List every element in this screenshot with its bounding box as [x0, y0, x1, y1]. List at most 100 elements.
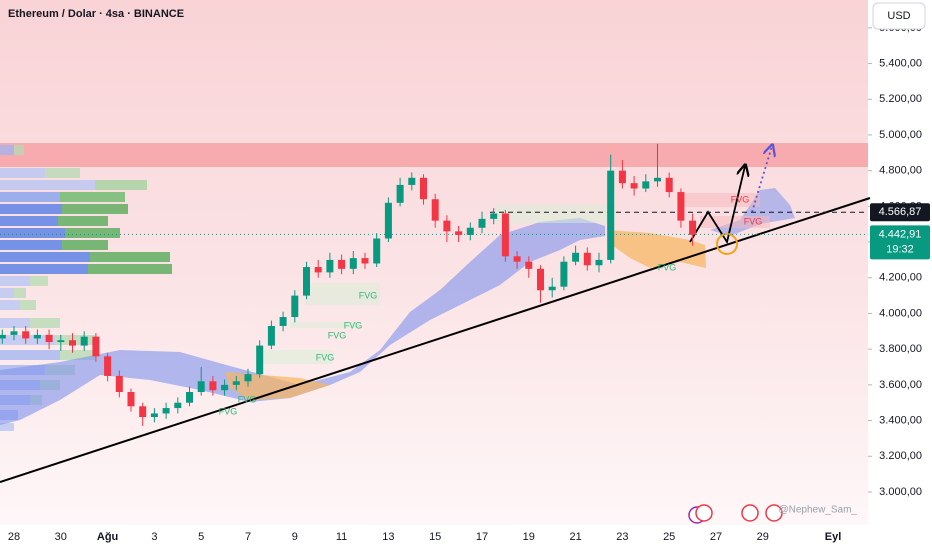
candle-body [548, 286, 556, 291]
candle-body [490, 213, 498, 219]
candle-body [560, 261, 568, 287]
annotation: FVG [744, 216, 763, 226]
time-axis-background [0, 525, 868, 550]
candle-body [642, 181, 650, 189]
candle-body [127, 392, 135, 407]
candle-body [174, 402, 182, 409]
last-price-label: 4.442,91 [879, 228, 922, 240]
candle-body [115, 375, 123, 393]
y-tick-label: 4.000,00 [879, 307, 922, 319]
x-tick-label: 13 [382, 531, 394, 543]
candle-body [291, 295, 299, 318]
chart-title: Ethereum / Dolar · 4sa · BINANCE [8, 8, 184, 20]
candle-body [408, 177, 416, 185]
candle-body [689, 220, 697, 235]
fvg-boxes [260, 193, 770, 364]
watermark: @Nephew_Sam_ [778, 505, 857, 516]
candle-body [209, 381, 217, 391]
annotation: FVG [316, 352, 335, 362]
alt-projection-arrow [751, 146, 772, 213]
x-tick-label: 27 [710, 531, 722, 543]
candle-body [256, 345, 264, 375]
y-tick-label: 3.600,00 [879, 379, 922, 391]
candle-body [104, 356, 112, 376]
annotation: FVG [219, 406, 238, 416]
candle-body [572, 252, 580, 262]
candle-body [80, 336, 88, 346]
candle-body [232, 381, 240, 385]
candle-body [22, 331, 30, 339]
candle-body [431, 199, 439, 221]
cloud [0, 218, 605, 425]
x-tick-label: 25 [663, 531, 675, 543]
candle-body [583, 252, 591, 266]
candle-body [537, 268, 544, 291]
candle-body [396, 184, 404, 203]
x-tick-label: Ağu [97, 531, 118, 543]
supply-zone [0, 143, 868, 167]
candle-body [513, 256, 521, 262]
y-tick-label: 5.000,00 [879, 129, 922, 141]
level-price-box [870, 203, 930, 222]
x-tick-label: 15 [429, 531, 441, 543]
annotation: FVG [359, 290, 378, 300]
candle-body [501, 213, 509, 257]
y-tick-label: 5.400,00 [879, 57, 922, 69]
candle-body [10, 331, 18, 335]
candle-body [466, 227, 474, 235]
x-tick-label: 30 [55, 531, 67, 543]
x-tick-label: 3 [151, 531, 157, 543]
candle-body [338, 259, 346, 269]
annotation: FVG [238, 394, 257, 404]
trend-line [0, 197, 871, 483]
level-price-label: 4.566,87 [879, 206, 922, 218]
currency-button[interactable] [872, 2, 926, 30]
x-tick-label: 21 [569, 531, 581, 543]
x-tick-label: 28 [8, 531, 20, 543]
candle-body [665, 177, 673, 193]
candle-body [45, 334, 53, 343]
price-axis-background [868, 0, 932, 550]
candle-body [197, 381, 205, 393]
candle-body [361, 258, 369, 264]
candle-body [186, 392, 193, 403]
candle-body [139, 406, 147, 418]
candle-body [0, 334, 6, 339]
marks-layer: 3.000,00 3.200,00 3.400,00 3.600,00 3.800,00… [0, 22, 930, 543]
y-tick-label: 3.400,00 [879, 414, 922, 426]
candle-body [607, 170, 615, 260]
currency-button-label[interactable]: USD [887, 10, 910, 22]
candle-body [303, 267, 310, 296]
y-tick-label: 3.000,00 [879, 486, 922, 498]
candle-body [267, 325, 275, 346]
candle-body [455, 231, 463, 235]
candle-body [326, 259, 334, 273]
x-tick-label: 23 [616, 531, 628, 543]
event-icons [688, 504, 783, 524]
y-tick-label: 4.800,00 [879, 165, 922, 177]
candle-body [244, 374, 252, 382]
x-tick-label: 29 [757, 531, 769, 543]
countdown-label: 19:32 [886, 243, 914, 255]
annotation: FVG [731, 194, 750, 204]
candle-body [420, 177, 427, 200]
candle-body [443, 220, 451, 232]
candle-body [162, 408, 170, 414]
x-tick-label: 17 [476, 531, 488, 543]
candle-body [314, 267, 322, 273]
candle-body [478, 218, 486, 228]
x-tick-label: Eyl [825, 531, 842, 543]
x-tick-label: 5 [198, 531, 204, 543]
x-tick-label: 9 [292, 531, 298, 543]
y-tick-label: 5.200,00 [879, 93, 922, 105]
y-tick-label: 3.800,00 [879, 343, 922, 355]
candle-body [373, 238, 381, 264]
candle-body [618, 170, 626, 184]
candle-body [630, 183, 638, 189]
candle-body [221, 384, 229, 391]
x-tick-label: 19 [523, 531, 535, 543]
last-price-box [870, 225, 930, 260]
candle-body [384, 202, 392, 239]
candle-body [349, 258, 357, 269]
